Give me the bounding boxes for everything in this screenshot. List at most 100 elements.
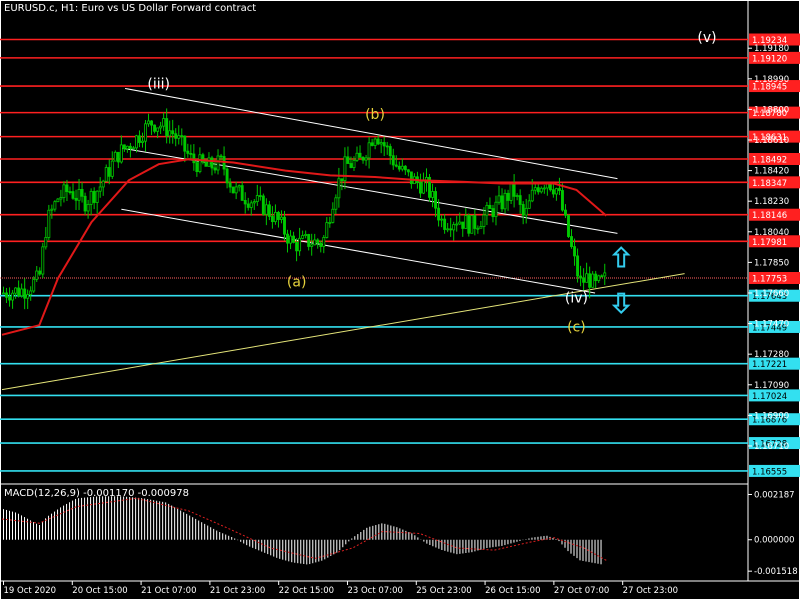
macd-signal-line (1, 497, 607, 561)
candle-body (464, 215, 468, 229)
candle-body (349, 163, 353, 168)
channel-lower-line (121, 208, 596, 294)
candle-body (128, 145, 132, 150)
candle-body (461, 221, 465, 229)
candle-body (5, 292, 8, 298)
candle-body (409, 171, 413, 185)
candle-body (539, 187, 543, 193)
candle-body (204, 161, 208, 167)
support-label: 1.16728 (752, 440, 787, 450)
resistance-label: 1.19120 (752, 54, 787, 64)
candle-body (576, 255, 580, 277)
candle-body (554, 188, 558, 195)
candle-body (440, 218, 444, 221)
arrow-up-icon (611, 246, 631, 268)
candle-body (270, 216, 274, 223)
candle-body (403, 165, 407, 171)
candle-body (231, 186, 235, 194)
candle-body (95, 190, 99, 203)
candle-body (74, 197, 78, 201)
y-tick-label: 1.17280 (754, 350, 789, 360)
x-tick-label: 19 Oct 2020 (3, 586, 56, 596)
wave-label: (iv) (565, 291, 588, 307)
candle-body (141, 140, 144, 143)
macd-y-tick-label: 0.000000 (754, 536, 795, 546)
resistance-label-box (749, 130, 800, 143)
candle-body (98, 186, 102, 192)
channel-upper-line (124, 87, 618, 180)
candle-body (210, 157, 214, 169)
candle-body (113, 151, 117, 162)
moving-average-line (1, 158, 607, 336)
candle-body (65, 184, 69, 192)
candle-body (518, 195, 522, 205)
candle-body (292, 235, 296, 243)
support-label: 1.17449 (752, 323, 787, 333)
candle-body (183, 135, 187, 152)
candle-body (186, 150, 190, 154)
candle-body (548, 183, 552, 191)
candle-body (497, 195, 501, 203)
resistance-label: 1.19234 (752, 36, 787, 46)
candle-body (168, 130, 172, 137)
y-tick-label: 1.18990 (754, 75, 789, 85)
candle-body (35, 270, 39, 280)
candle-body (337, 178, 341, 199)
candle-body (213, 167, 217, 171)
x-tick-label: 22 Oct 15:00 (279, 586, 334, 596)
candle-body (524, 207, 528, 216)
candle-body (485, 204, 489, 216)
resistance-label-box (749, 235, 800, 248)
candle-body (252, 201, 256, 204)
candle-body (367, 142, 371, 159)
candle-body (355, 152, 359, 161)
candle-body (150, 120, 154, 126)
candle-body (551, 189, 555, 195)
candle-body (32, 278, 36, 292)
resistance-label-box (749, 208, 800, 221)
resistance-label: 1.17981 (752, 238, 787, 248)
candle-body (216, 155, 220, 171)
candle-body (370, 142, 374, 146)
candle-body (567, 214, 570, 237)
macd-y-tick-label: 0.002187 (754, 490, 795, 500)
support-label-box (749, 464, 800, 477)
wave-label: (b) (365, 107, 385, 123)
candle-body (219, 155, 223, 158)
x-tick-label: 21 Oct 23:00 (210, 586, 265, 596)
candle-body (147, 120, 150, 125)
candle-body (56, 198, 60, 203)
candle-body (17, 287, 21, 297)
candle-body (385, 145, 389, 148)
candle-body (286, 233, 289, 244)
y-tick-label: 1.17470 (754, 320, 789, 330)
candle-body (80, 189, 84, 197)
candle-body (107, 167, 111, 177)
candle-body (283, 216, 286, 235)
candle-body (14, 287, 18, 294)
resistance-label-box (749, 152, 800, 165)
current-price-label: 1.17753 (752, 275, 787, 285)
candle-body (542, 187, 546, 190)
macd-y-tick-label: -0.001518 (754, 567, 798, 577)
candle-body (192, 153, 196, 164)
candle-body (536, 187, 540, 193)
candle-body (434, 191, 438, 209)
candle-body (322, 237, 326, 247)
candle-body (400, 165, 404, 170)
candle-body (267, 204, 271, 217)
y-tick-label: 1.18610 (754, 136, 789, 146)
candle-body (298, 237, 302, 252)
candle-body (382, 142, 386, 147)
chart-title: EURUSD.c, H1: Euro vs US Dollar Forward … (4, 3, 257, 14)
x-tick-label: 27 Oct 23:00 (623, 586, 678, 596)
candle-body (189, 152, 193, 155)
y-tick-label: 1.16710 (754, 442, 789, 452)
candle-body (573, 246, 576, 257)
current-price-box (749, 272, 800, 285)
candle-body (8, 296, 12, 301)
candle-body (304, 234, 308, 236)
candle-body (406, 169, 410, 173)
